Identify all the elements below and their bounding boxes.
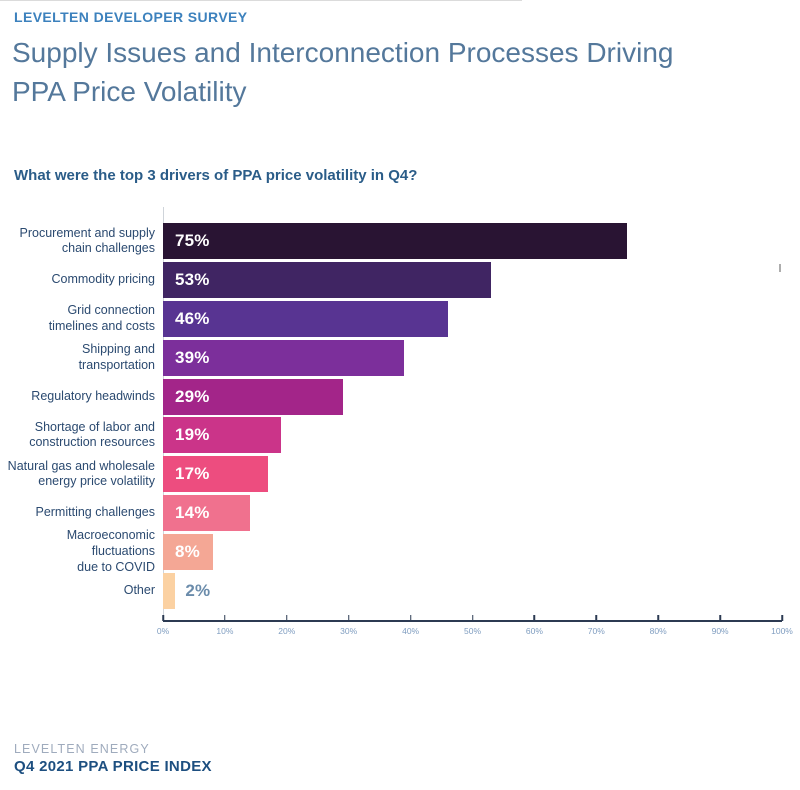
axis-tick-label: 40% <box>402 626 420 636</box>
axis-tick-label: 100% <box>771 626 793 636</box>
axis-tick <box>595 615 598 621</box>
chart-row: Macroeconomic fluctuations due to COVID 8… <box>0 528 782 574</box>
page-title-line1: Supply Issues and Interconnection Proces… <box>12 37 674 68</box>
category-label: Permitting challenges <box>35 505 155 520</box>
x-axis: 0% 10% 20% 30% 40% 50% 60% 70% 80% 90% 100% <box>157 615 793 646</box>
bar-2pct <box>163 572 176 609</box>
category-label: Other <box>123 582 155 597</box>
axis-tick-label: 60% <box>525 626 543 636</box>
category-label: Natural gas and wholesale energy price v… <box>7 458 155 489</box>
survey-eyebrow-label: LEVELTEN DEVELOPER SURVEY <box>14 9 248 25</box>
cursor-artifact <box>779 264 781 272</box>
chart-row: Procurement and supply chain challenges 7… <box>0 222 782 261</box>
bar-value-label: 2% <box>185 580 211 600</box>
axis-tick <box>533 615 536 621</box>
axis-tick-label: 30% <box>340 626 358 636</box>
axis-tick-label: 90% <box>711 626 729 636</box>
bar-value-label: 39% <box>175 347 210 367</box>
bar-track: 53% <box>163 262 782 299</box>
category-label: Shortage of labor and construction resou… <box>29 419 155 450</box>
axis-tick-label: 70% <box>587 626 605 636</box>
footer-company-label: LEVELTEN ENERGY <box>14 742 150 756</box>
bar-chart: Procurement and supply chain challenges 7… <box>0 222 782 610</box>
chart-row: Permitting challenges 14% <box>0 494 782 533</box>
category-label: Shipping and transportation <box>78 342 155 372</box>
bar-track: 39% <box>163 339 782 376</box>
category-label: Grid connection timelines and costs <box>48 303 155 333</box>
axis-tick <box>162 615 164 621</box>
page-title-line2: PPA Price Volatility <box>12 76 247 107</box>
x-axis-line <box>163 620 782 622</box>
axis-tick-label: 50% <box>463 626 482 636</box>
chart-row: Commodity pricing 53% <box>0 261 782 300</box>
bar-53pct: 53% <box>163 262 492 299</box>
chart-row: Natural gas and wholesale energy price v… <box>0 455 782 494</box>
bar-track: 75% <box>163 223 782 260</box>
footer-report-label: Q4 2021 PPA PRICE INDEX <box>14 758 212 775</box>
chart-row: Regulatory headwinds 29% <box>0 377 782 416</box>
bar-track: 17% <box>163 456 782 493</box>
bar-track: 14% <box>163 494 782 531</box>
axis-tick <box>347 615 350 621</box>
category-label: Macroeconomic fluctuations due to COVID <box>66 528 155 574</box>
bar-value-label: 19% <box>175 425 210 445</box>
axis-tick <box>781 615 783 621</box>
bar-19pct: 19% <box>163 417 281 454</box>
category-label: Procurement and supply chain challenges <box>19 225 156 256</box>
chart-row: Shipping and transportation 39% <box>0 338 782 377</box>
bar-value-label: 53% <box>175 270 210 290</box>
bar-track: 46% <box>163 300 782 337</box>
axis-tick <box>224 615 226 621</box>
axis-tick <box>657 615 659 621</box>
axis-tick <box>719 615 721 621</box>
bar-value-label: 46% <box>175 308 210 328</box>
axis-tick <box>471 615 474 621</box>
chart-row: Other 2% <box>0 571 782 610</box>
bar-value-label: 75% <box>175 231 210 251</box>
chart-row: Shortage of labor and construction resou… <box>0 416 782 455</box>
axis-tick <box>409 615 412 621</box>
bar-75pct: 75% <box>163 223 628 260</box>
bar-17pct: 17% <box>163 456 269 493</box>
bar-track: 19% <box>163 417 782 454</box>
page-title: Supply Issues and Interconnection Proces… <box>12 33 732 111</box>
bar-14pct: 14% <box>163 494 250 531</box>
bar-value-label: 17% <box>175 464 210 484</box>
axis-tick-label: 80% <box>649 626 667 636</box>
chart-question-title: What were the top 3 drivers of PPA price… <box>14 167 418 184</box>
axis-tick-label: 10% <box>216 626 234 636</box>
bar-track: 2% <box>163 572 782 609</box>
axis-tick <box>286 615 288 621</box>
bar-value-label: 29% <box>175 386 210 406</box>
top-edge-line <box>0 0 522 1</box>
axis-tick-label: 0% <box>156 626 170 636</box>
bar-29pct: 29% <box>163 378 343 415</box>
bar-track: 8% <box>163 533 782 570</box>
bar-value-label: 8% <box>175 541 200 561</box>
bar-46pct: 46% <box>163 300 448 337</box>
bar-8pct: 8% <box>163 533 213 570</box>
axis-tick-label: 20% <box>278 626 296 636</box>
category-label: Regulatory headwinds <box>31 388 155 403</box>
bar-value-label: 14% <box>175 502 210 522</box>
bar-track: 29% <box>163 378 782 415</box>
category-label: Commodity pricing <box>51 272 155 287</box>
chart-row: Grid connection timelines and costs 46% <box>0 300 782 339</box>
bar-39pct: 39% <box>163 339 405 376</box>
